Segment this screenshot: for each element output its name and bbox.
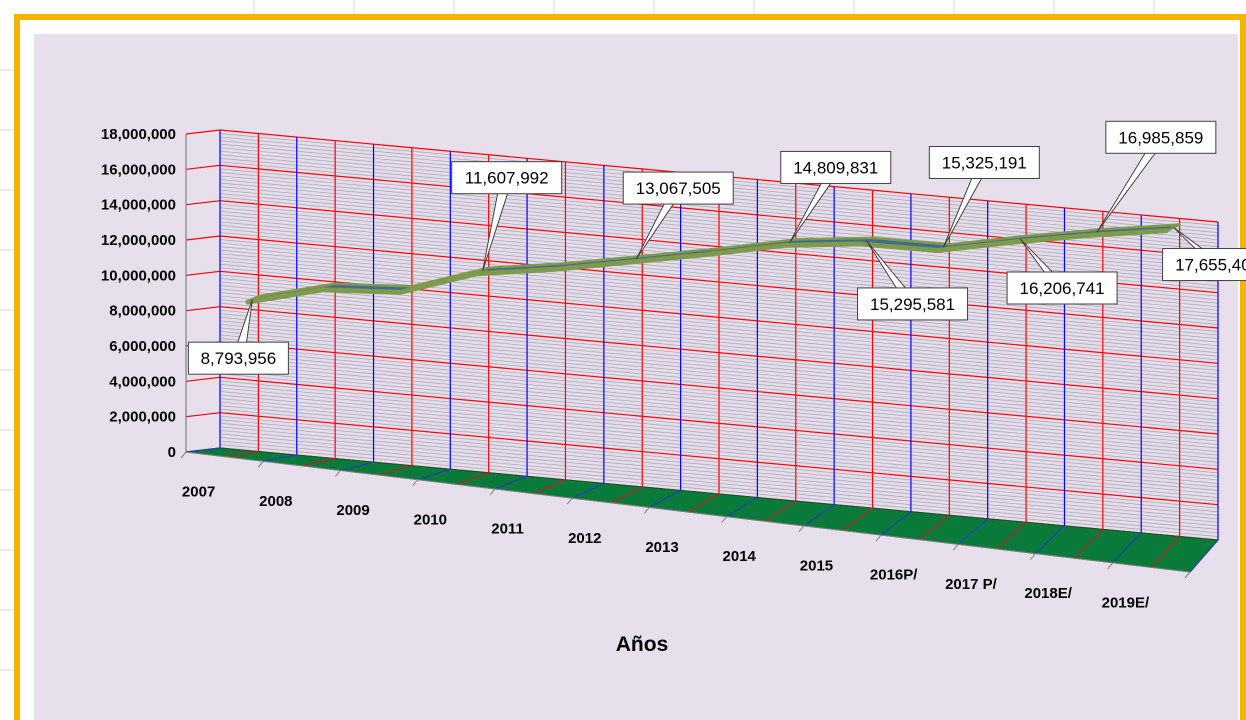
data-label-box — [857, 287, 969, 321]
data-label-box — [187, 341, 289, 375]
series-line — [245, 228, 1168, 305]
data-label: 16,985,859 — [1118, 128, 1203, 147]
x-tick-label: 2008 — [259, 493, 292, 510]
data-label-box — [1162, 248, 1246, 282]
y-tick-label: 6,000,000 — [109, 338, 176, 355]
x-tick-label: 2014 — [723, 548, 757, 565]
x-tick-label: 2017 P/ — [945, 576, 998, 593]
data-labels: 8,793,956 11,607,992 13,067,505 14,809,831 1… — [187, 120, 1246, 375]
y-tick-label: 8,000,000 — [109, 303, 176, 320]
x-tick-label: 2009 — [336, 502, 369, 519]
y-tick-label: 18,000,000 — [101, 126, 176, 143]
x-tick-label: 2016P/ — [870, 567, 918, 584]
x-tick-label: 2007 — [182, 484, 215, 501]
data-label: 13,067,505 — [636, 179, 721, 198]
x-tick-label: 2018E/ — [1024, 585, 1072, 602]
data-label-box — [1006, 271, 1118, 305]
data-label-box — [451, 161, 563, 195]
x-tick-label: 2013 — [645, 539, 678, 556]
x-axis-labels: 2007 2008 2009 2010 2011 2012 2013 2014 2015 2016… — [182, 484, 1150, 612]
x-tick-label: 2010 — [414, 511, 447, 528]
x-tick-label: 2015 — [800, 557, 833, 574]
x-axis-title: Años — [616, 633, 669, 656]
x-tick-label: 2019E/ — [1102, 594, 1150, 611]
x-tick-label: 2011 — [491, 521, 524, 538]
y-tick-label: 10,000,000 — [101, 267, 176, 284]
y-tick-label: 14,000,000 — [101, 197, 176, 214]
y-tick-label: 0 — [168, 444, 176, 461]
data-label: 8,793,956 — [201, 349, 277, 368]
y-tick-label: 4,000,000 — [109, 373, 176, 390]
y-tick-label: 2,000,000 — [109, 409, 176, 426]
data-label: 15,325,191 — [942, 153, 1027, 172]
data-label-box — [1105, 120, 1217, 154]
data-label: 17,655,405 — [1175, 256, 1246, 275]
data-label-box — [780, 150, 892, 184]
data-label: 16,206,741 — [1020, 279, 1105, 298]
y-tick-label: 12,000,000 — [101, 232, 176, 249]
y-axis-labels: 0 2,000,000 4,000,000 6,000,000 8,000,000 10,… — [101, 126, 176, 461]
x-tick-label: 2012 — [568, 530, 601, 547]
x-axis — [180, 451, 1191, 579]
data-label-box — [928, 145, 1040, 179]
data-label: 15,295,581 — [870, 295, 955, 314]
y-tick-label: 16,000,000 — [101, 161, 176, 178]
floor-gridlines — [185, 447, 1219, 573]
data-label: 14,809,831 — [793, 158, 878, 177]
data-label: 11,607,992 — [465, 169, 549, 188]
data-label-box — [622, 171, 734, 205]
